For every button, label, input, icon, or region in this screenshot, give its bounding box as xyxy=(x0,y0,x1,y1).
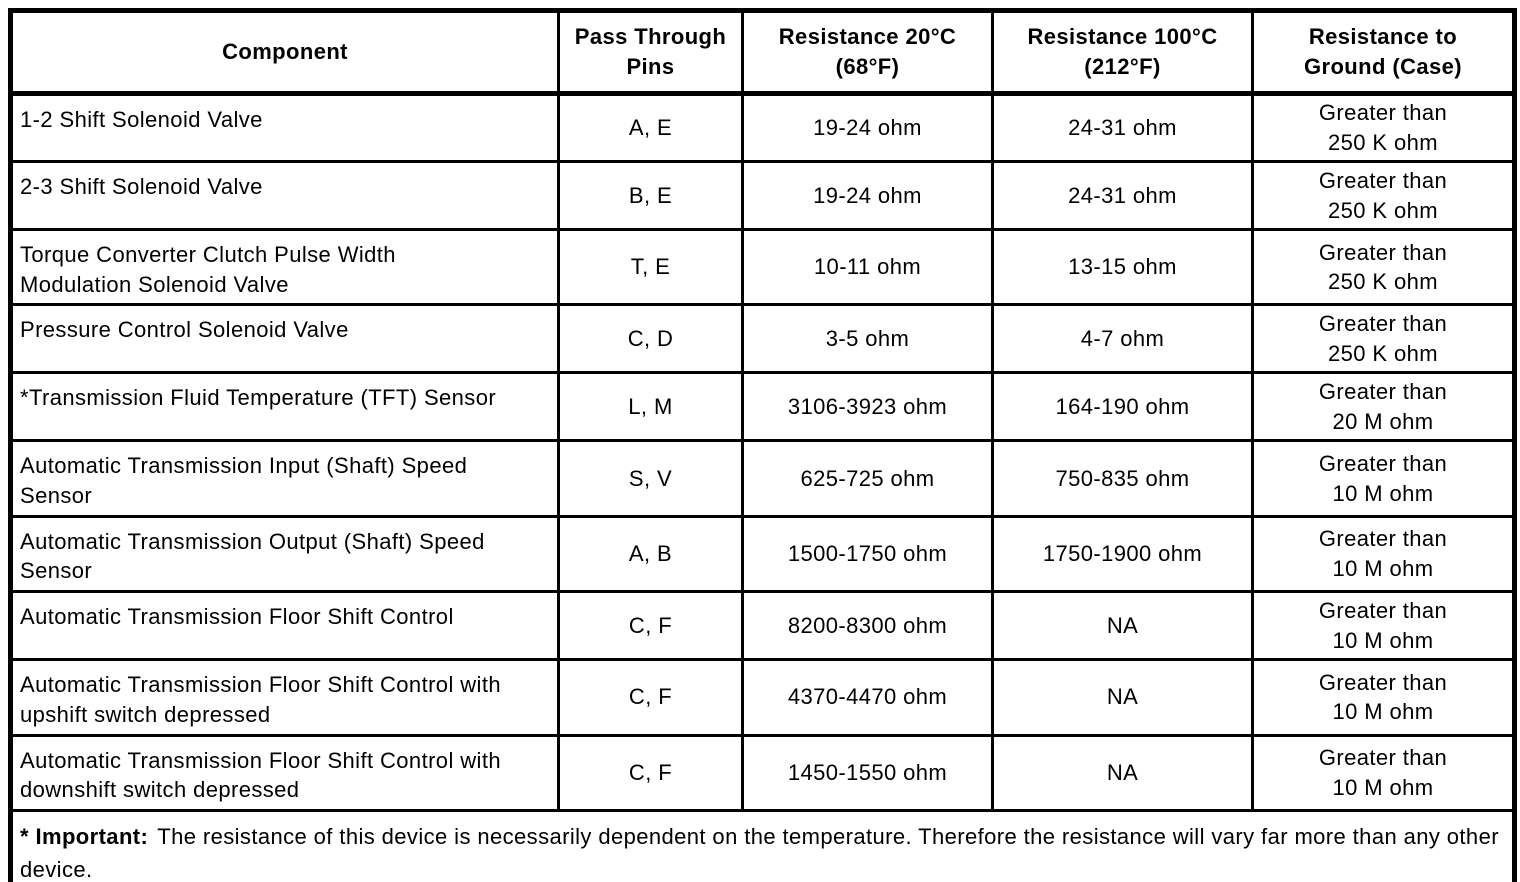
table-row: 2-3 Shift Solenoid Valve B, E 19-24 ohm … xyxy=(9,160,1516,231)
cell-component: Pressure Control Solenoid Valve xyxy=(9,303,560,375)
cell-resistance-to-ground: Greater than 20 M ohm xyxy=(1251,371,1516,443)
cell-resistance-20c: 1500-1750 ohm xyxy=(741,514,994,594)
cell-resistance-20c: 3106-3923 ohm xyxy=(741,371,994,443)
cell-component: 2-3 Shift Solenoid Valve xyxy=(9,160,560,231)
cell-resistance-20c: 8200-8300 ohm xyxy=(741,590,994,662)
table-row: *Transmission Fluid Temperature (TFT) Se… xyxy=(9,371,1516,443)
cell-pass-through-pins: C, D xyxy=(557,303,744,375)
table-row: 1-2 Shift Solenoid Valve A, E 19-24 ohm … xyxy=(9,92,1516,163)
cell-pass-through-pins: C, F xyxy=(557,733,744,812)
cell-resistance-20c: 19-24 ohm xyxy=(741,160,994,231)
cell-pass-through-pins: B, E xyxy=(557,160,744,231)
cell-resistance-20c: 625-725 ohm xyxy=(741,439,994,518)
cell-resistance-to-ground: Greater than 250 K ohm xyxy=(1251,92,1516,163)
cell-component: *Transmission Fluid Temperature (TFT) Se… xyxy=(9,371,560,443)
cell-resistance-to-ground: Greater than 250 K ohm xyxy=(1251,227,1516,307)
cell-resistance-to-ground: Greater than 250 K ohm xyxy=(1251,303,1516,375)
cell-resistance-100c: 13-15 ohm xyxy=(991,227,1254,307)
cell-component: Automatic Transmission Output (Shaft) Sp… xyxy=(9,514,560,594)
cell-resistance-to-ground: Greater than 10 M ohm xyxy=(1251,590,1516,662)
cell-resistance-to-ground: Greater than 10 M ohm xyxy=(1251,658,1516,737)
cell-component: 1-2 Shift Solenoid Valve xyxy=(9,92,560,163)
cell-pass-through-pins: C, F xyxy=(557,658,744,737)
footnote-row: * Important: The resistance of this devic… xyxy=(9,808,1516,882)
cell-resistance-20c: 1450-1550 ohm xyxy=(741,733,994,812)
resistance-spec-table: Component Pass Through Pins Resistance 2… xyxy=(8,8,1517,882)
cell-component: Automatic Transmission Floor Shift Contr… xyxy=(9,733,560,812)
cell-pass-through-pins: C, F xyxy=(557,590,744,662)
cell-resistance-to-ground: Greater than 250 K ohm xyxy=(1251,160,1516,231)
cell-resistance-to-ground: Greater than 10 M ohm xyxy=(1251,733,1516,812)
cell-resistance-100c: 1750-1900 ohm xyxy=(991,514,1254,594)
table-row: Automatic Transmission Floor Shift Contr… xyxy=(9,658,1516,737)
cell-resistance-to-ground: Greater than 10 M ohm xyxy=(1251,439,1516,518)
cell-component: Automatic Transmission Floor Shift Contr… xyxy=(9,658,560,737)
cell-pass-through-pins: T, E xyxy=(557,227,744,307)
column-header-resistance-20c: Resistance 20°C (68°F) xyxy=(741,9,994,96)
cell-resistance-20c: 19-24 ohm xyxy=(741,92,994,163)
table-row: Automatic Transmission Output (Shaft) Sp… xyxy=(9,514,1516,594)
cell-resistance-100c: 164-190 ohm xyxy=(991,371,1254,443)
cell-resistance-20c: 4370-4470 ohm xyxy=(741,658,994,737)
table-row: Automatic Transmission Floor Shift Contr… xyxy=(9,590,1516,662)
cell-resistance-100c: 24-31 ohm xyxy=(991,92,1254,163)
cell-component: Torque Converter Clutch Pulse Width Modu… xyxy=(9,227,560,307)
cell-resistance-100c: NA xyxy=(991,658,1254,737)
table-row: Pressure Control Solenoid Valve C, D 3-5… xyxy=(9,303,1516,375)
cell-resistance-100c: 750-835 ohm xyxy=(991,439,1254,518)
cell-pass-through-pins: L, M xyxy=(557,371,744,443)
table-row: Automatic Transmission Floor Shift Contr… xyxy=(9,733,1516,812)
cell-component: Automatic Transmission Floor Shift Contr… xyxy=(9,590,560,662)
table-row: Automatic Transmission Input (Shaft) Spe… xyxy=(9,439,1516,518)
column-header-pass-through-pins: Pass Through Pins xyxy=(557,9,744,96)
column-header-resistance-100c: Resistance 100°C (212°F) xyxy=(991,9,1254,96)
cell-resistance-100c: 4-7 ohm xyxy=(991,303,1254,375)
cell-resistance-100c: NA xyxy=(991,590,1254,662)
cell-resistance-20c: 10-11 ohm xyxy=(741,227,994,307)
column-header-resistance-to-ground: Resistance to Ground (Case) xyxy=(1251,9,1516,96)
cell-pass-through-pins: S, V xyxy=(557,439,744,518)
cell-pass-through-pins: A, E xyxy=(557,92,744,163)
footnote-text: The resistance of this device is necessa… xyxy=(20,823,1499,882)
cell-resistance-20c: 3-5 ohm xyxy=(741,303,994,375)
header-row: Component Pass Through Pins Resistance 2… xyxy=(9,9,1516,96)
table-row: Torque Converter Clutch Pulse Width Modu… xyxy=(9,227,1516,307)
cell-resistance-100c: NA xyxy=(991,733,1254,812)
cell-component: Automatic Transmission Input (Shaft) Spe… xyxy=(9,439,560,518)
footnote-cell: * Important: The resistance of this devic… xyxy=(9,808,1516,882)
footnote-important-label: * Important: xyxy=(20,823,149,849)
column-header-component: Component xyxy=(9,9,560,96)
cell-resistance-100c: 24-31 ohm xyxy=(991,160,1254,231)
cell-resistance-to-ground: Greater than 10 M ohm xyxy=(1251,514,1516,594)
cell-pass-through-pins: A, B xyxy=(557,514,744,594)
